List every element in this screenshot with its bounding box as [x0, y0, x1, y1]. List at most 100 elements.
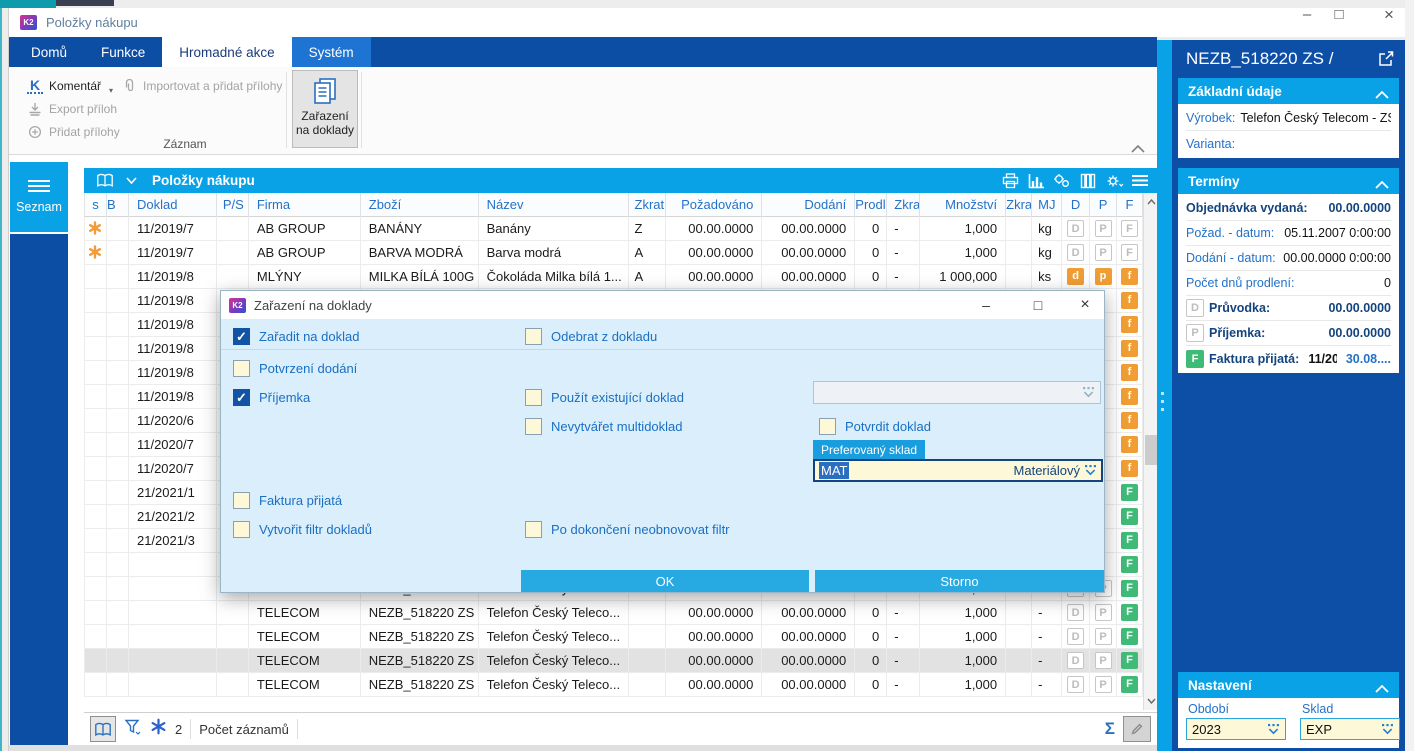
column-header-firma[interactable]: Firma — [249, 193, 361, 217]
window-maximize-button[interactable]: □ — [1334, 6, 1344, 23]
checkbox-potvrdit-doklad[interactable]: Potvrdit doklad — [819, 417, 931, 435]
cell-prodle: 0 — [855, 217, 888, 240]
column-header-zkratka[interactable]: Zkratka — [629, 193, 667, 217]
k2-logo-icon: K2 — [20, 15, 37, 30]
checkbox-pouzit-existujici-doklad[interactable]: Použít existující doklad — [525, 388, 684, 406]
column-header-mnozstvi[interactable]: Množství — [920, 193, 1007, 217]
column-header-zkra2[interactable]: Zkra — [1006, 193, 1033, 217]
cell-b — [107, 481, 129, 504]
column-header-prodle[interactable]: Prodle — [855, 193, 888, 217]
gears-icon[interactable] — [1051, 172, 1073, 190]
column-header-doklad[interactable]: Doklad — [129, 193, 217, 217]
column-header-nazev[interactable]: Název — [479, 193, 629, 217]
checkbox-vytvorit-filtr-dokladu[interactable]: Vytvořit filtr dokladů — [233, 520, 372, 538]
column-header-pozadovano[interactable]: Požadováno — [666, 193, 763, 217]
ribbon-tab-funkce[interactable]: Funkce — [101, 44, 146, 60]
book-icon[interactable] — [94, 172, 116, 190]
checkbox-nevytvaret-multidoklad[interactable]: Nevytvářet multidoklad — [525, 417, 683, 435]
column-header-f[interactable]: F — [1117, 193, 1143, 217]
edit-button[interactable] — [1123, 716, 1151, 742]
column-header-d[interactable]: D — [1062, 193, 1091, 217]
column-header-p[interactable]: P — [1090, 193, 1118, 217]
warehouse-dropdown[interactable]: EXP — [1300, 718, 1400, 740]
badge-d: D — [1067, 652, 1085, 669]
divider — [190, 719, 192, 739]
table-row[interactable]: 11/2019/7 AB GROUP BANÁNY Banány Z 00.00.0000… — [85, 217, 1143, 241]
checkbox-faktura-prijata[interactable]: Faktura přijatá — [233, 491, 342, 509]
checkbox-potvrzeni-dodani[interactable]: Potvrzení dodání — [233, 359, 357, 377]
ok-button[interactable]: OK — [521, 570, 809, 592]
field-value: Telefon Český Telecom - ZS ... — [1240, 111, 1391, 125]
import-add-attachments-button[interactable]: Importovat a přidat přílohy — [121, 75, 282, 97]
asterisk-filter-icon[interactable] — [150, 718, 167, 740]
cell-b — [107, 217, 129, 240]
badge-f: F — [1121, 220, 1138, 237]
cell-b — [107, 385, 129, 408]
column-header-zbozi[interactable]: Zboží — [361, 193, 479, 217]
storno-button[interactable]: Storno — [815, 570, 1104, 592]
column-header-dodani[interactable]: Dodání — [762, 193, 856, 217]
cell-doklad: 11/2020/7 — [129, 433, 217, 456]
table-row[interactable]: 11/2019/7 AB GROUP BARVA MODRÁ Barva modrá A… — [85, 241, 1143, 265]
checkbox-odebrat-z-dokladu[interactable]: Odebrat z dokladu — [525, 327, 657, 345]
badge-f: F — [1121, 532, 1138, 549]
dialog-maximize-button[interactable]: □ — [1033, 297, 1043, 313]
book-view-button[interactable] — [90, 716, 116, 742]
column-header-zkra[interactable]: Zkra — [887, 193, 921, 217]
scroll-down-icon[interactable] — [1145, 694, 1157, 708]
existing-document-combo[interactable] — [813, 381, 1101, 404]
column-header-s[interactable]: s — [85, 193, 107, 217]
window-close-button[interactable]: × — [1384, 4, 1394, 24]
cell-s — [85, 361, 107, 384]
chart-icon[interactable] — [1025, 172, 1047, 190]
assign-to-documents-button[interactable]: Zařazení na doklady — [292, 70, 358, 148]
column-header-b[interactable]: B — [107, 193, 129, 217]
preferred-warehouse-input[interactable]: MAT Materiálový — [813, 459, 1103, 482]
ribbon-collapse-icon[interactable] — [1131, 140, 1145, 153]
column-header-mj[interactable]: MJ — [1032, 193, 1063, 217]
export-attachments-button[interactable]: Export příloh — [27, 98, 117, 120]
cell-mnozstvi: 1,000 — [920, 649, 1007, 672]
checkbox-zaradit-na-doklad[interactable]: Zařadit na doklad — [233, 327, 359, 345]
section-header-nastaveni[interactable]: Nastavení — [1178, 672, 1399, 698]
browse-menu-icon[interactable] — [1129, 172, 1151, 190]
ribbon-tab-systém[interactable]: Systém — [291, 37, 371, 67]
settings-icon[interactable] — [1103, 172, 1125, 190]
section-header-zakladni-udaje[interactable]: Základní údaje — [1178, 78, 1399, 104]
window-minimize-button[interactable]: – — [1302, 6, 1312, 23]
cell-firma: TELECOM — [249, 625, 361, 648]
checkbox-po-dokonceni-neobnovovat-filtr[interactable]: Po dokončení neobnovovat filtr — [525, 520, 730, 538]
cell-p — [1090, 457, 1118, 480]
panel-splitter[interactable] — [1157, 40, 1172, 751]
table-scrollbar[interactable] — [1143, 193, 1157, 710]
field-value: 00.00.0000 — [1328, 201, 1391, 215]
print-icon[interactable] — [999, 172, 1021, 190]
ribbon-tab-hromadné-akce[interactable]: Hromadné akce — [162, 37, 292, 67]
comment-button[interactable]: K Komentář ▾ — [27, 75, 113, 97]
cell-zkra: - — [887, 241, 921, 264]
checkbox-prijemka[interactable]: Příjemka — [233, 388, 310, 406]
dialog-minimize-button[interactable]: – — [982, 297, 990, 313]
period-dropdown[interactable]: 2023 — [1186, 718, 1286, 740]
dialog-close-button[interactable]: × — [1080, 296, 1090, 313]
filter-icon[interactable] — [124, 718, 142, 741]
ribbon-tab-domů[interactable]: Domů — [31, 44, 68, 60]
assign-to-documents-dialog: K2 Zařazení na doklady – □ × Zařadit na … — [220, 290, 1105, 593]
selected-text: MAT — [819, 462, 850, 479]
add-attachments-button[interactable]: Přidat přílohy — [27, 121, 120, 143]
open-external-icon[interactable] — [1377, 50, 1395, 68]
section-header-terminy[interactable]: Termíny — [1178, 168, 1399, 194]
table-row[interactable]: 11/2019/8 MLÝNY MILKA BÍLÁ 100G Čokoláda Mi… — [85, 265, 1143, 289]
chevron-down-icon[interactable] — [120, 172, 142, 190]
scroll-up-icon[interactable] — [1145, 195, 1157, 209]
column-header-ps[interactable]: P/S — [217, 193, 249, 217]
sidebar-tab-seznam[interactable]: Seznam — [10, 162, 68, 234]
columns-icon[interactable] — [1077, 172, 1099, 190]
scrollbar-thumb[interactable] — [1145, 435, 1157, 465]
badge-d: D — [1067, 628, 1085, 645]
sum-icon[interactable]: Σ — [1104, 719, 1115, 738]
